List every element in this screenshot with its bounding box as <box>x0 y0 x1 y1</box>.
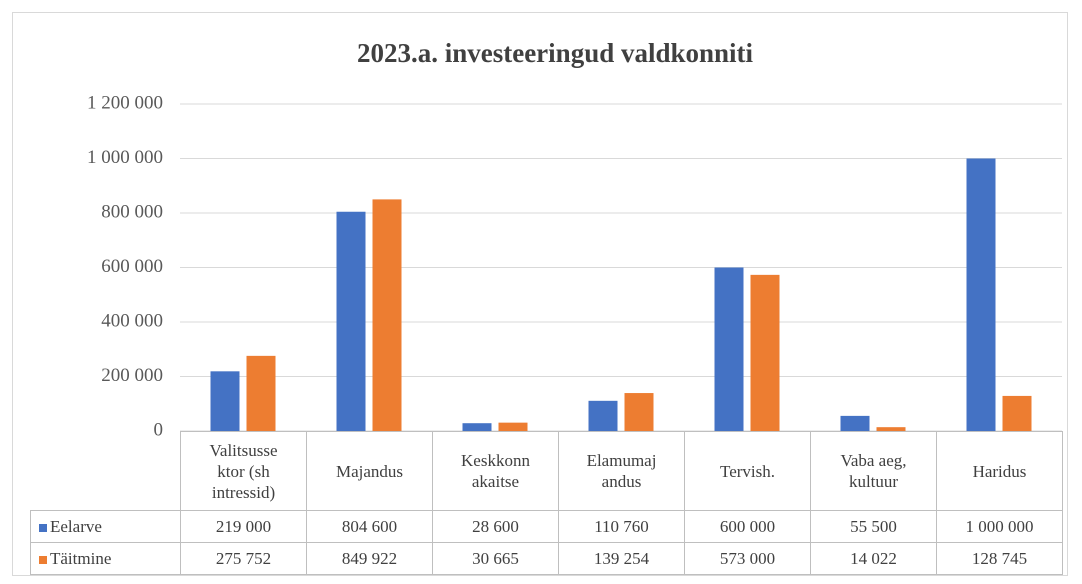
y-tick-label: 0 <box>154 419 164 440</box>
category-label: Vaba aeg, kultuur <box>810 431 937 511</box>
y-tick-label: 800 000 <box>101 201 163 222</box>
bar <box>1002 395 1032 431</box>
y-tick-label: 1 200 000 <box>87 92 163 113</box>
data-label: 600 000 <box>684 510 811 543</box>
legend-swatch <box>39 555 47 564</box>
category-label: Valitsusse ktor (sh intressid) <box>180 431 307 511</box>
legend-cell: Eelarve <box>30 510 181 543</box>
series-row: Eelarve 219 000 804 600 28 600 110 760 600 00… <box>30 510 1063 543</box>
data-label: 128 745 <box>936 542 1063 575</box>
bar <box>462 423 492 431</box>
bar <box>372 199 402 431</box>
data-label: 28 600 <box>432 510 559 543</box>
category-label: Majandus <box>306 431 433 511</box>
bar <box>210 371 240 431</box>
bar <box>336 211 366 431</box>
bar <box>750 274 780 431</box>
header-row: Valitsusse ktor (sh intressid) Majandus Ke… <box>30 431 1063 511</box>
corner-cell <box>30 431 181 511</box>
category-label: Elamumaj andus <box>558 431 685 511</box>
legend-label: Eelarve <box>50 516 102 536</box>
bar <box>840 415 870 431</box>
category-label: Haridus <box>936 431 1063 511</box>
data-label: 849 922 <box>306 542 433 575</box>
chart-title: 2023.a. investeeringud valdkonniti <box>357 38 754 68</box>
y-tick-label: 1 000 000 <box>87 147 163 168</box>
data-label: 55 500 <box>810 510 937 543</box>
legend-label: Täitmine <box>50 548 112 568</box>
data-label: 804 600 <box>306 510 433 543</box>
series-row: Täitmine 275 752 849 922 30 665 139 254 573 0… <box>30 542 1063 575</box>
category-label: Tervish. <box>684 431 811 511</box>
data-label: 1 000 000 <box>936 510 1063 543</box>
chart-frame <box>12 12 1068 576</box>
data-label: 139 254 <box>558 542 685 575</box>
data-label: 219 000 <box>180 510 307 543</box>
y-tick-label: 600 000 <box>101 256 163 277</box>
bar <box>498 422 528 431</box>
data-table: Valitsusse ktor (sh intressid) Majandus Ke… <box>30 431 1063 575</box>
bar <box>876 427 906 431</box>
bar <box>966 158 996 431</box>
bar <box>588 400 618 431</box>
data-label: 275 752 <box>180 542 307 575</box>
bar <box>624 393 654 431</box>
bar <box>246 355 276 431</box>
y-tick-label: 400 000 <box>101 310 163 331</box>
bar <box>714 267 744 431</box>
data-label: 14 022 <box>810 542 937 575</box>
y-tick-label: 200 000 <box>101 365 163 386</box>
data-label: 573 000 <box>684 542 811 575</box>
data-label: 30 665 <box>432 542 559 575</box>
legend-cell: Täitmine <box>30 542 181 575</box>
category-label: Keskkonn akaitse <box>432 431 559 511</box>
legend-swatch <box>39 523 47 532</box>
data-label: 110 760 <box>558 510 685 543</box>
